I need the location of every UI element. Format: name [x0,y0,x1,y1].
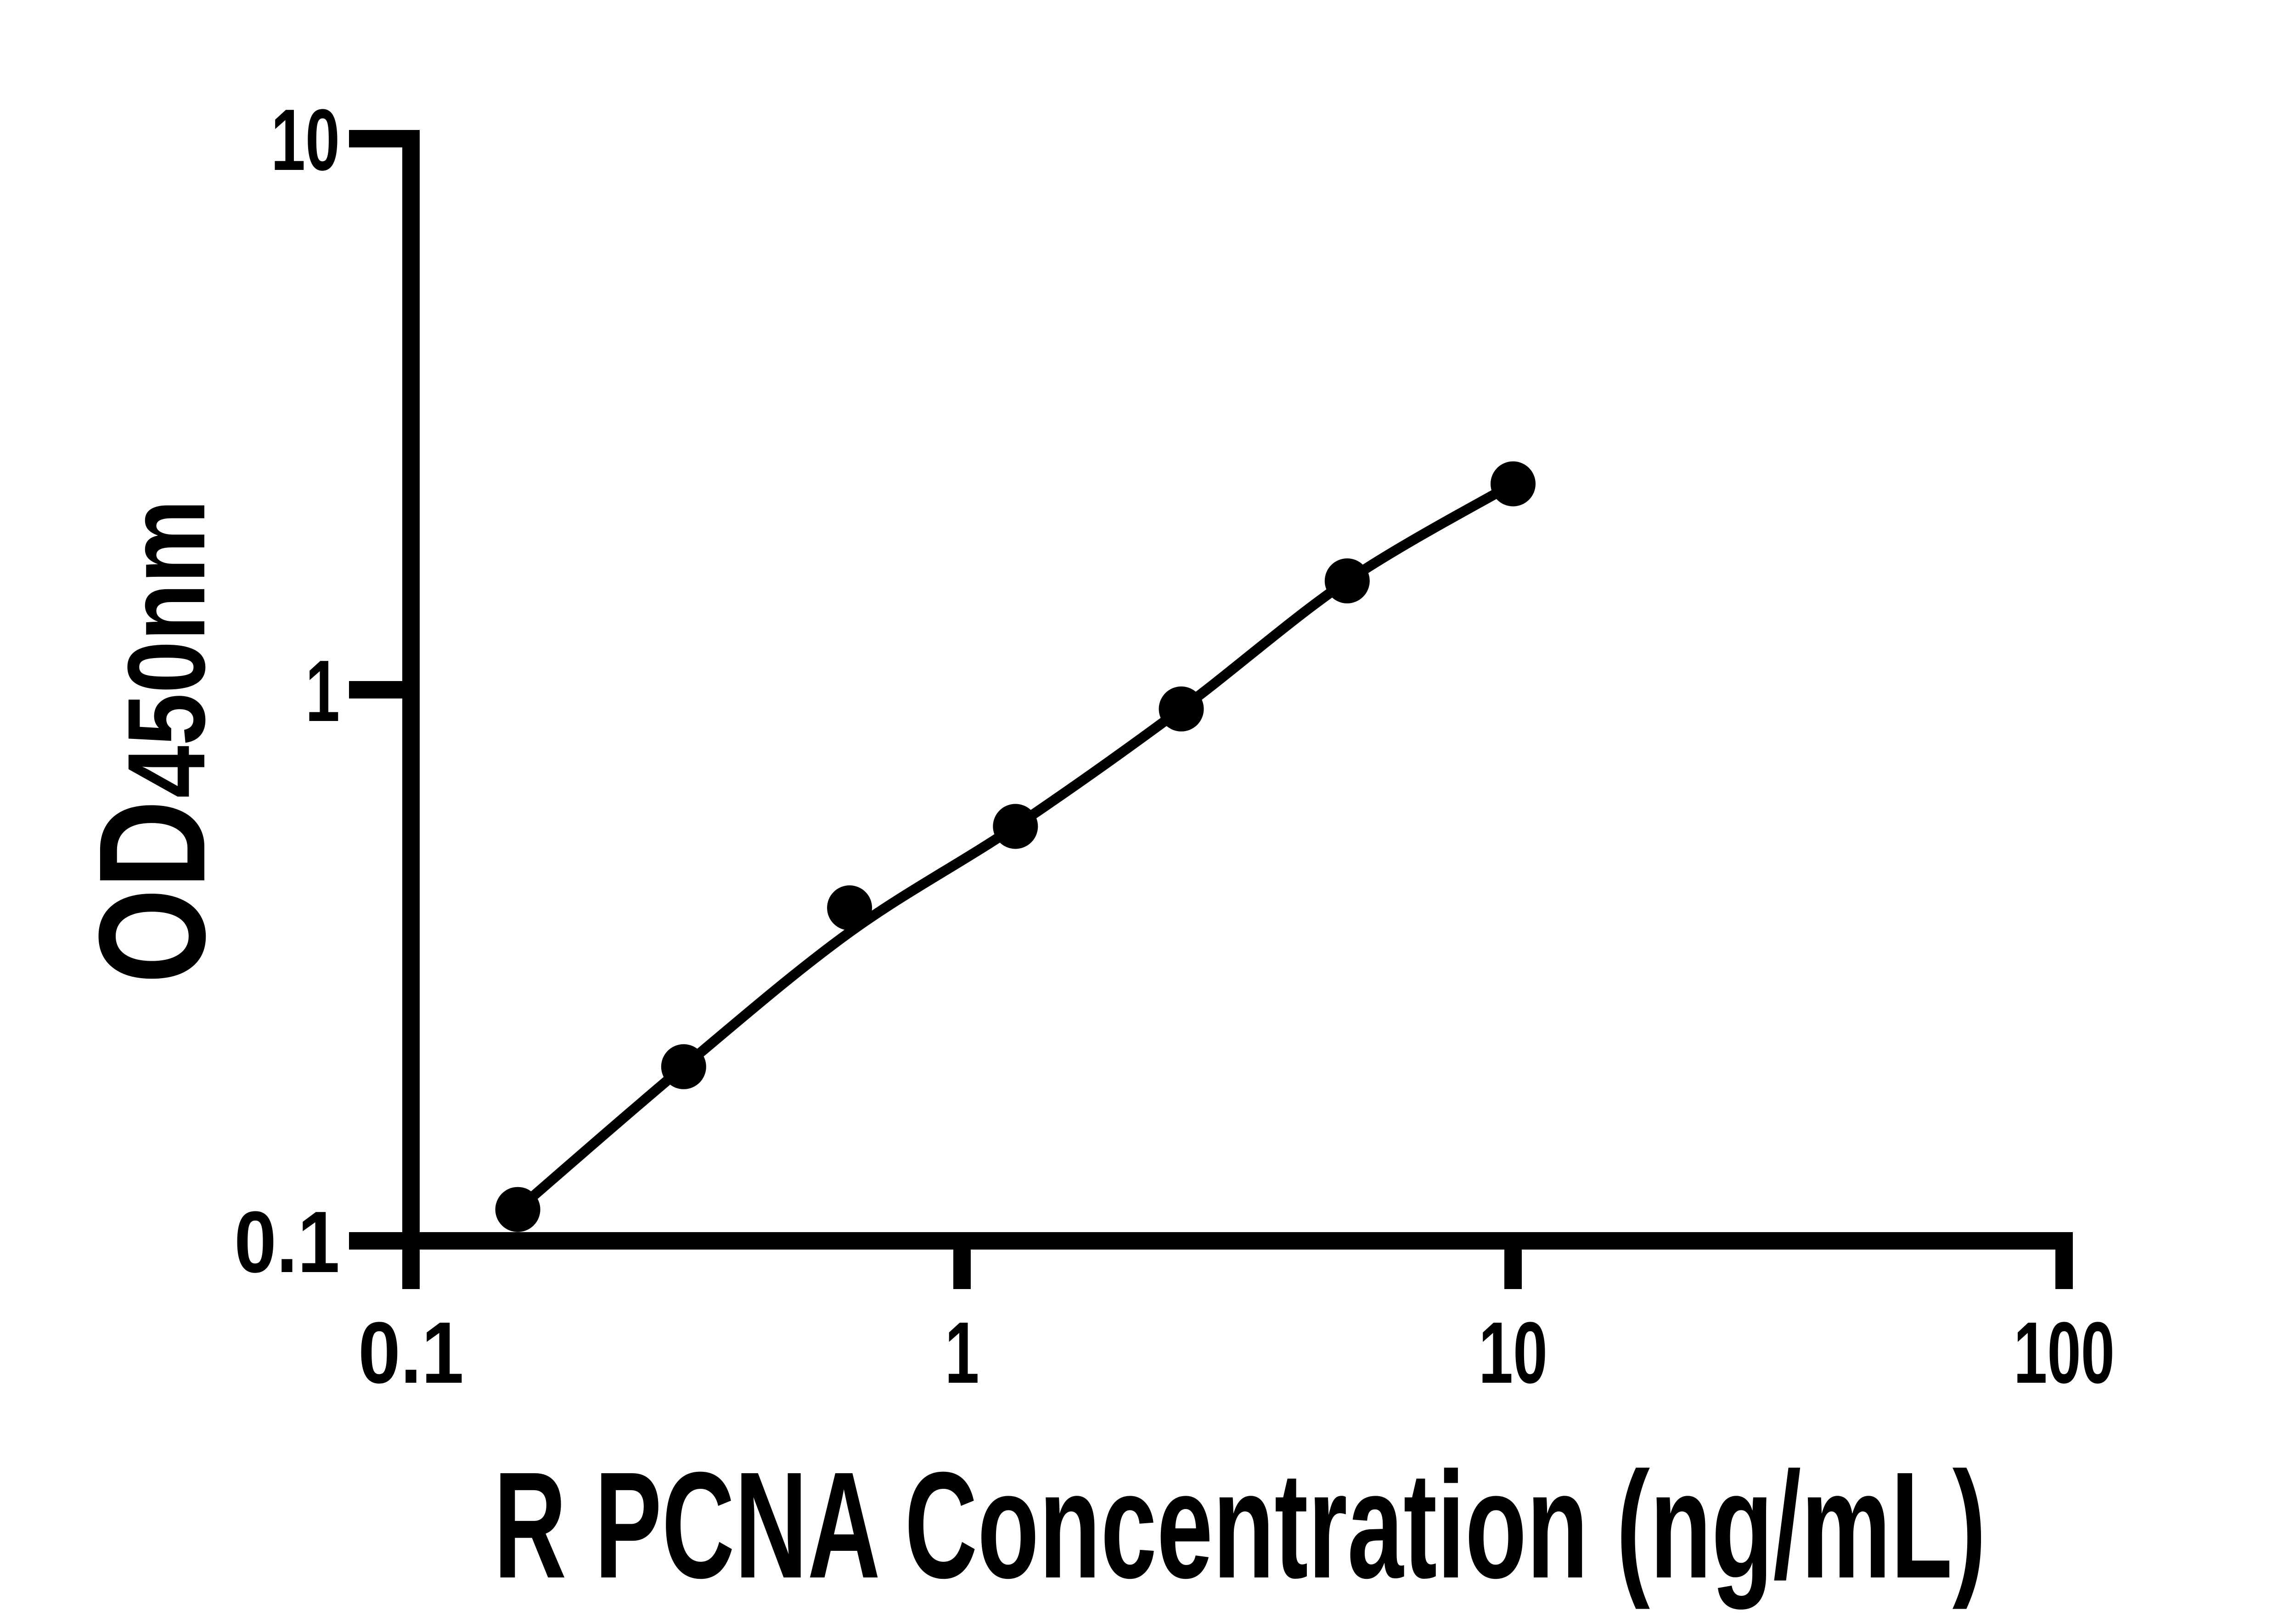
x-tick-label-1: 1 [945,1304,979,1402]
x-tick-label-10: 10 [1479,1304,1548,1402]
data-point [661,1044,706,1089]
y-tick-labels: 10 1 0.1 [234,91,340,1291]
y-tick-label-10: 10 [271,91,340,189]
y-axis-title-main: OD [67,800,236,984]
data-point [993,804,1038,849]
tick-marks [349,130,2073,1289]
y-tick-label-0.1: 0.1 [234,1194,340,1291]
y-axis-title-subscript: 450nm [105,500,228,798]
data-points [495,461,1536,1232]
data-point [1491,461,1536,507]
axis-lines [402,130,2073,1250]
y-axis-title: OD 450nm [67,500,236,984]
x-tick-label-100: 100 [2014,1304,2115,1402]
x-axis-title: R PCNA Concentration (ng/mL) [494,1440,1986,1611]
data-point [1159,686,1204,732]
x-tick-label-0.1: 0.1 [358,1304,464,1402]
x-tick-labels: 0.1 1 10 100 [358,1304,2115,1402]
data-point [827,885,872,930]
axes [402,130,2073,1250]
data-point [1324,558,1370,603]
data-point [495,1187,540,1232]
y-tick-label-1: 1 [305,642,340,740]
